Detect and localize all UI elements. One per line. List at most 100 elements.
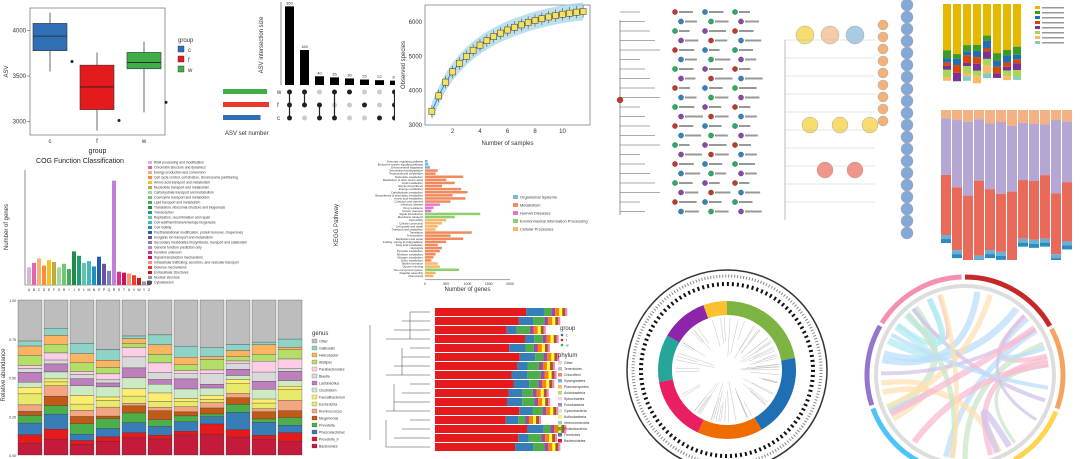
stacked-segment [548,398,551,406]
clade-ring-segment [754,358,796,430]
y-tick-label: Sulfur metabolism [401,259,424,263]
stacked-segment [1029,243,1039,248]
tree-node-label-bar [739,201,753,203]
stacked-segment [555,317,559,325]
stacked-segment [277,380,303,387]
tree-node-dot [708,208,714,215]
stacked-segment [546,362,550,370]
stacked-segment [1051,193,1061,255]
stacked-segment [506,398,523,406]
stacked-segment [985,254,995,259]
tree-node-dot [738,56,744,63]
stacked-segment [540,326,544,334]
tree-node-label-bar [679,106,695,108]
hierarchy-node [801,116,819,134]
y-tick-label: Endocrine system signaling pathway [378,162,424,166]
tree-branch [734,326,756,359]
stacked-segment [95,396,121,401]
stacked-segment [963,51,971,56]
tree-node-label-bar [685,20,697,23]
tree-node-dot [672,161,678,167]
stacked-segment [435,308,527,316]
hierarchy-node [877,79,889,91]
stacked-segment [121,395,147,404]
stacked-segment [973,70,981,76]
stacked-segment [173,388,199,399]
stacked-segment [147,354,173,364]
tree-node-dot [678,56,684,63]
stacked-segment [43,299,69,329]
stacked-segment [555,308,560,316]
stacked-segment [147,299,173,336]
intersection-bar [300,50,309,85]
stacked-segment [941,235,951,240]
tree-branch [712,320,721,347]
stacked-segment [533,443,545,451]
stacked-segment [963,66,971,74]
stacked-segment [963,45,971,52]
y-tick-label: 5000 [409,54,423,60]
stacked-segment [199,423,225,435]
tree-node-dot [732,199,738,205]
tree-node-label-bar [739,49,753,51]
stacked-segment [983,4,991,36]
hierarchy-node [900,226,914,240]
matrix-dot [347,89,352,95]
stacked-segment [121,377,147,390]
tree-branch [676,356,699,363]
legend-swatch [148,186,152,189]
chord-sector-arc [1049,327,1066,410]
tree-branch [737,321,745,340]
tree-branch [741,329,761,353]
stacked-segment [225,404,251,413]
legend-label: Chromatin structure and dynamics [154,166,206,170]
intersection-bar [330,77,339,85]
stacked-segment [941,239,951,244]
legend-label: Energy production and conversion [154,171,206,175]
stacked-segment [551,371,555,379]
stacked-segment [558,317,561,325]
tree-node-dot [678,18,684,25]
stacked-segment [1051,120,1061,194]
stacked-segment [173,415,199,423]
stacked-segment [542,398,546,406]
stacked-segment [1003,55,1011,63]
tree-node-dot [732,9,738,15]
stacked-segment [963,4,971,46]
legend-label: Bacteroidetes [564,439,586,443]
stacked-segment [983,58,991,66]
matrix-dot [362,89,367,95]
tree-node-dot [708,18,714,25]
legend-label: Faecalibacterium [319,396,345,400]
stacked-segment [251,411,277,420]
legend-label: Chloroflexi [564,373,581,377]
hierarchy-node [877,67,889,79]
x-tick-label: E [48,288,51,292]
stacked-segment [199,434,225,456]
stacked-right-top-chart [943,4,1064,84]
legend-title: group [178,38,194,44]
stacked-segment [17,434,43,444]
cog-bar [97,256,101,285]
y-axis-label: ASV intersection size [259,16,265,73]
stacked-segment [535,353,544,361]
stacked-segment [435,335,525,343]
stacked-segment [953,72,961,82]
stacked-segment [225,360,251,364]
stacked-segment [435,389,509,397]
tree-node-label-bar [685,153,703,156]
stacked-segment [69,416,95,424]
x-tick-label: T [123,288,126,292]
stacked-segment [537,344,542,352]
tree-branch [724,318,726,342]
tree-node-label-bar [709,11,724,13]
stacked-segment [973,4,981,46]
legend-label: Posttranslational modification, protein … [154,231,243,235]
outlier-point [164,100,168,104]
hierarchy-node [877,55,889,67]
tree-branch [682,386,701,397]
stacked-segment [993,53,1001,61]
stacked-segment [529,326,534,334]
intersection-bar [360,79,369,85]
hierarchy-node [820,25,840,45]
